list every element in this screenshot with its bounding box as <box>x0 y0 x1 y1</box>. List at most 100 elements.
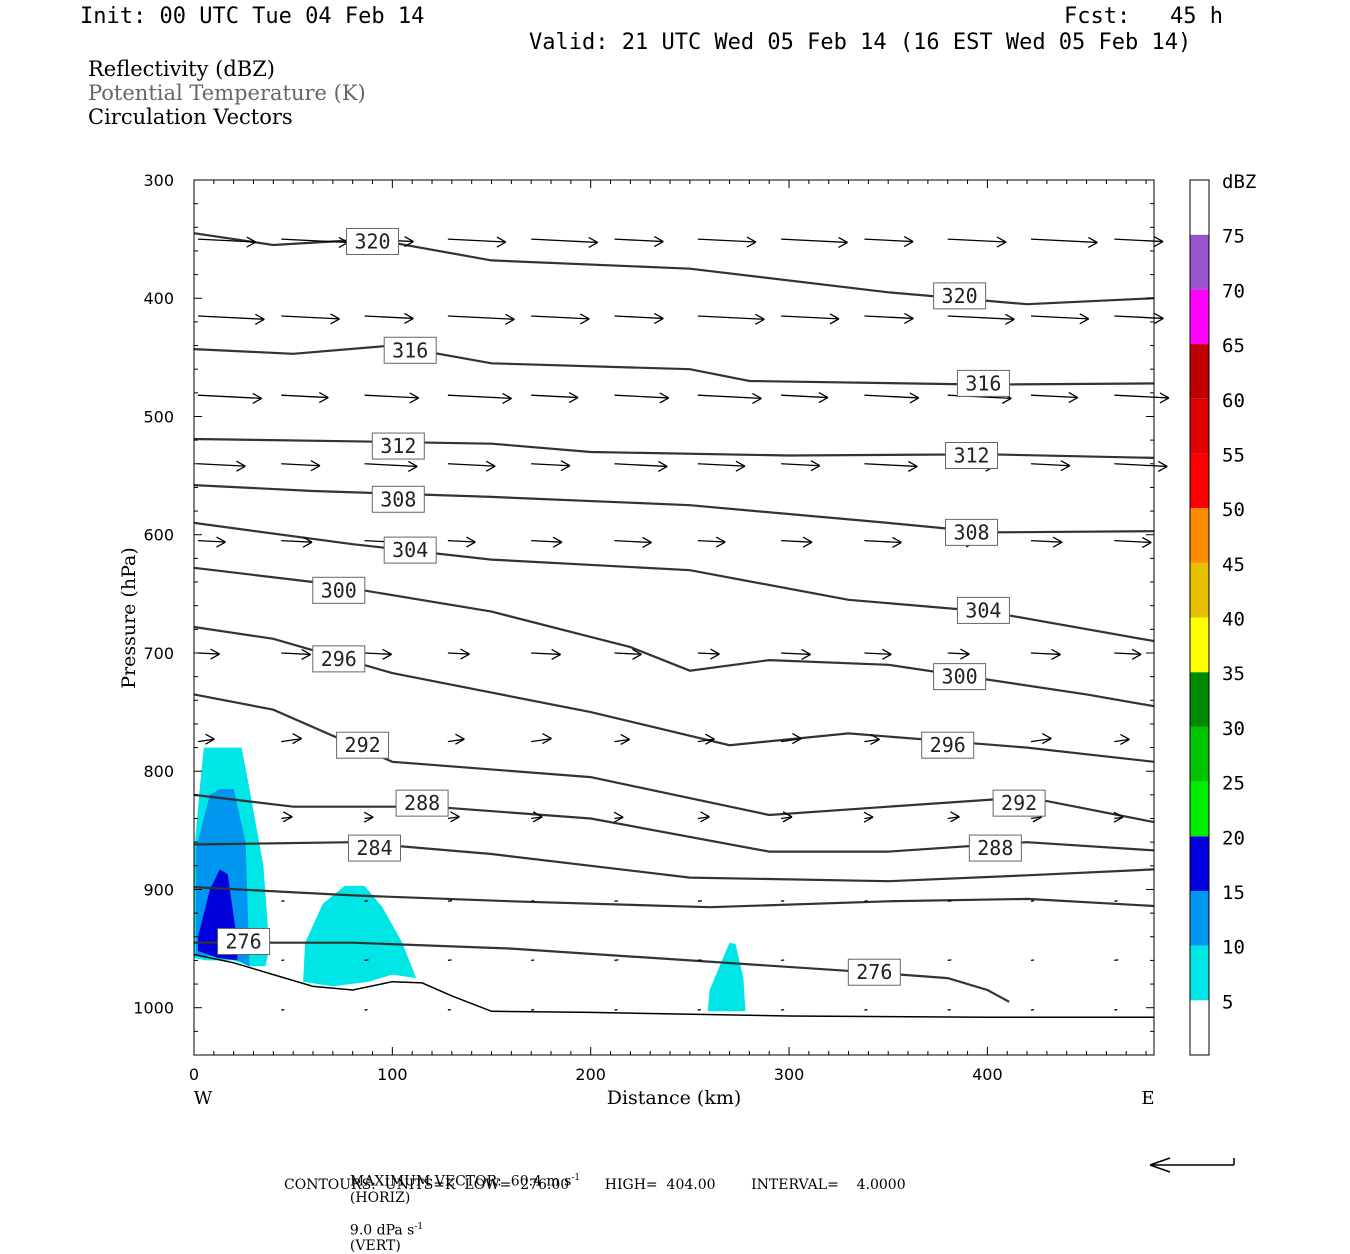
vector-4 <box>531 237 598 247</box>
vector-23 <box>1114 313 1163 323</box>
vector-16 <box>531 314 589 324</box>
colorbar-segment-8 <box>1190 563 1209 618</box>
vector-25 <box>281 393 328 403</box>
vector-48 <box>198 537 226 547</box>
colorbar-segment-3 <box>1190 836 1209 891</box>
colorbar-segment-1 <box>1190 946 1209 1001</box>
vector-70 <box>1031 649 1061 659</box>
theta-label-316-0: 316 <box>392 338 428 362</box>
x-axis-title: Distance (km) <box>607 1087 742 1109</box>
vector-15 <box>448 314 514 324</box>
vector-59 <box>1114 537 1151 547</box>
vector-26 <box>365 393 419 403</box>
colorbar-label-60: 60 <box>1222 390 1245 412</box>
vector-51 <box>448 537 475 547</box>
vector-29 <box>614 393 668 403</box>
colorbar-label-70: 70 <box>1222 280 1245 302</box>
vector-52 <box>531 537 562 547</box>
vector-58 <box>1031 537 1062 547</box>
vector-8 <box>864 237 913 247</box>
vector-44 <box>864 461 917 471</box>
colorbar-segment-5 <box>1190 727 1209 782</box>
vector-85 <box>364 812 373 822</box>
vector-72 <box>198 734 214 744</box>
theta-label-296-1: 296 <box>930 733 966 757</box>
theta-label-292-0: 292 <box>345 733 381 757</box>
colorbar-segment-2 <box>1190 891 1209 946</box>
colorbar-label-10: 10 <box>1222 937 1245 959</box>
vector-46 <box>1031 461 1070 471</box>
max-vector-vert-unit: (VERT) <box>350 1238 401 1254</box>
vector-47 <box>1114 461 1167 471</box>
colorbar-segment-0 <box>1190 1000 1209 1055</box>
y-tick-label: 300 <box>143 171 174 190</box>
colorbar-label-15: 15 <box>1222 882 1245 904</box>
vector-66 <box>698 649 720 659</box>
vector-77 <box>614 734 629 744</box>
x-tick-label: 400 <box>972 1065 1003 1084</box>
vector-68 <box>864 649 891 659</box>
theta-contour-308 <box>194 485 1154 532</box>
vector-82 <box>1031 734 1051 744</box>
x-tick-label: 100 <box>377 1065 408 1084</box>
vector-83 <box>1114 734 1129 744</box>
vector-24 <box>198 393 262 403</box>
vector-5 <box>614 237 663 247</box>
y-tick-label: 500 <box>143 407 174 426</box>
vector-63 <box>448 649 470 659</box>
vector-6 <box>698 237 756 247</box>
vector-7 <box>781 237 847 247</box>
theta-label-304-0: 304 <box>392 538 428 562</box>
colorbar-label-45: 45 <box>1222 554 1245 576</box>
vector-69 <box>948 649 970 659</box>
vector-12 <box>198 314 264 324</box>
vector-11 <box>1114 237 1163 247</box>
x-tick-label: 200 <box>575 1065 606 1084</box>
vector-54 <box>698 537 725 547</box>
theta-contours <box>194 233 1154 1002</box>
vector-71 <box>1114 649 1141 659</box>
vector-27 <box>448 393 512 403</box>
colorbar-segment-4 <box>1190 782 1209 837</box>
colorbar-label-50: 50 <box>1222 499 1245 521</box>
theta-label-312-0: 312 <box>380 434 416 458</box>
vector-88 <box>614 812 623 822</box>
y-tick-label: 800 <box>143 762 174 781</box>
theta-label-276-0: 276 <box>226 929 262 953</box>
vector-41 <box>614 461 667 471</box>
colorbar-segment-6 <box>1190 672 1209 727</box>
vector-21 <box>948 314 1015 324</box>
theta-label-312-1: 312 <box>953 444 989 468</box>
east-label: E <box>1141 1088 1154 1109</box>
vector-114 <box>948 960 952 961</box>
theta-label-284-0: 284 <box>356 836 392 860</box>
vector-32 <box>864 393 918 403</box>
vector-100 <box>698 901 702 902</box>
theta-contour-320 <box>194 233 1154 304</box>
colorbar-segment-9 <box>1190 508 1209 563</box>
theta-contour-316 <box>194 346 1154 385</box>
colorbar-segment-10 <box>1190 453 1209 508</box>
vector-91 <box>864 812 873 822</box>
max-vector-caption: MAXIMUM VECTOR: 60.4 m s-1 (HORIZ) 9.0 d… <box>341 1157 580 1254</box>
theta-label-288-1: 288 <box>977 836 1013 860</box>
vector-110 <box>614 960 618 961</box>
vector-19 <box>781 314 839 324</box>
reference-vector-icon <box>1150 1158 1234 1172</box>
colorbar-label-35: 35 <box>1222 663 1245 685</box>
vector-14 <box>365 313 414 323</box>
y-axis-title: Pressure (hPa) <box>118 547 140 689</box>
colorbar-segment-15 <box>1190 180 1209 235</box>
colorbar-label-75: 75 <box>1222 226 1245 248</box>
vector-103 <box>948 901 952 902</box>
vector-55 <box>781 537 812 547</box>
vector-10 <box>1031 237 1097 247</box>
vector-43 <box>781 461 820 471</box>
theta-label-308-0: 308 <box>380 487 416 511</box>
west-label: W <box>194 1088 213 1109</box>
theta-contour-312 <box>194 439 1154 458</box>
vector-40 <box>531 461 570 471</box>
colorbar-unit: dBZ <box>1222 171 1256 193</box>
